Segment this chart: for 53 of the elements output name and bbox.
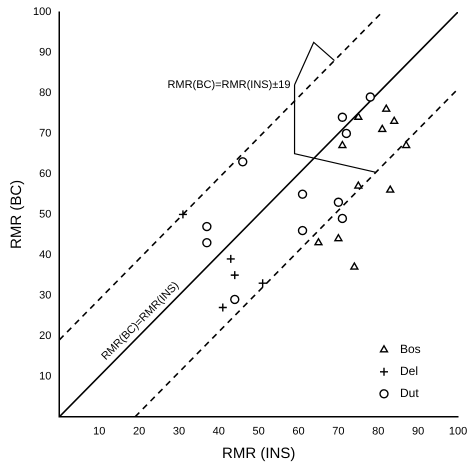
point	[202, 222, 212, 232]
x-tick-label: 50	[252, 425, 265, 438]
point	[386, 185, 394, 193]
x-tick-label: 10	[93, 425, 106, 438]
point	[366, 92, 375, 102]
y-tick-label: 60	[39, 168, 52, 180]
point	[342, 128, 352, 138]
point	[202, 238, 212, 248]
point	[230, 270, 240, 280]
y-tick-label: 10	[39, 370, 52, 382]
y-tick-label: 80	[39, 86, 52, 99]
point	[230, 294, 240, 304]
point	[226, 254, 236, 264]
y-axis-title: RMR (BC)	[8, 180, 26, 249]
point	[298, 226, 308, 236]
point	[258, 278, 268, 288]
x-tick-label: 80	[372, 425, 384, 438]
x-tick-label: 40	[212, 425, 225, 438]
point	[314, 238, 323, 246]
x-tick-label: 70	[332, 425, 345, 438]
y-tick-label: 30	[39, 289, 52, 302]
y-tick-label: 20	[39, 330, 52, 342]
legend-label: Del	[400, 364, 418, 378]
y-tick-label: 70	[39, 127, 52, 140]
point	[334, 198, 344, 207]
legend-label: Bos	[400, 342, 421, 356]
point	[334, 234, 343, 242]
x-tick-label: 100	[448, 425, 468, 438]
y-tick-label: 100	[32, 6, 52, 18]
x-axis-title: RMR (INS)	[222, 445, 296, 462]
y-tick-label: 90	[39, 46, 52, 59]
annotation: RMR(BC)=RMR(INS)±19	[167, 78, 291, 91]
point	[218, 302, 228, 312]
point	[338, 214, 348, 224]
y-tick-label: 50	[39, 208, 52, 220]
point	[350, 262, 359, 270]
x-tick-label: 90	[412, 425, 424, 438]
point	[382, 104, 390, 112]
point	[354, 112, 363, 120]
x-tick-label: 30	[172, 425, 186, 438]
point	[390, 116, 398, 124]
point	[178, 210, 188, 220]
x-tick-label: 20	[132, 425, 146, 438]
point	[298, 189, 308, 199]
point	[354, 181, 363, 189]
point	[378, 124, 386, 132]
point	[402, 140, 410, 148]
legend-label: Dut	[400, 386, 420, 400]
x-tick-label: 60	[292, 425, 305, 438]
point	[338, 140, 347, 148]
point	[338, 112, 348, 122]
y-tick-label: 40	[39, 248, 52, 261]
point	[238, 157, 248, 166]
